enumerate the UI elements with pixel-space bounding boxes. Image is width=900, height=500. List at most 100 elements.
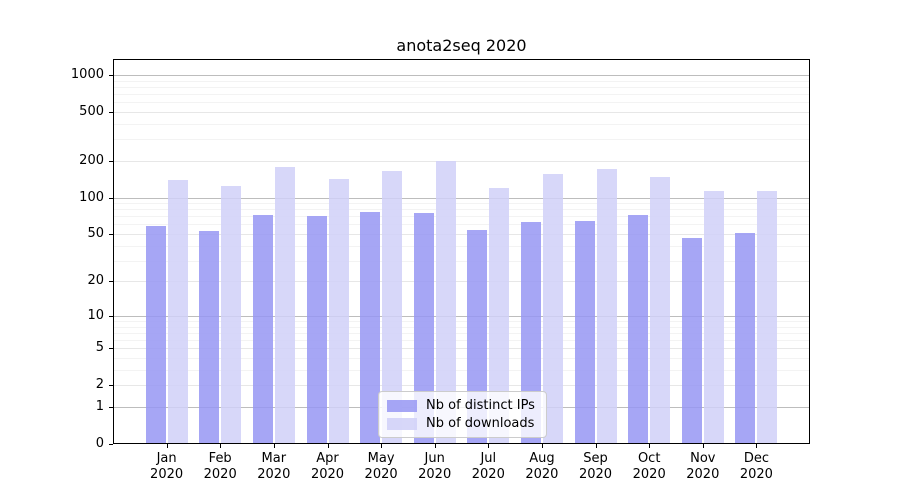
bar-aug-distinct-ips <box>520 221 541 444</box>
bar-nov-distinct-ips <box>681 238 702 444</box>
y-tick-label: 2 <box>95 377 104 393</box>
y-tick-mark <box>109 197 113 199</box>
bar-jul-distinct-ips <box>467 230 488 444</box>
bar-may-distinct-ips <box>360 212 381 444</box>
bar-jan-distinct-ips <box>145 226 166 444</box>
y-tick-mark <box>109 234 113 235</box>
bar-dec-downloads <box>757 191 778 444</box>
bar-jan-downloads <box>167 179 188 444</box>
y-tick-label: 50 <box>87 226 104 241</box>
x-tick-year: 2020 <box>418 467 452 482</box>
bar-sep-distinct-ips <box>574 221 595 444</box>
bar-oct-downloads <box>650 177 671 444</box>
x-tick-mark <box>327 444 329 448</box>
x-tick-year: 2020 <box>578 467 613 482</box>
gridline <box>114 86 810 88</box>
y-tick-mark <box>109 75 113 76</box>
x-tick-label: Jul 2020 <box>456 451 520 483</box>
y-tick-mark <box>109 407 113 408</box>
legend: Nb of distinct IPs Nb of downloads <box>378 391 547 438</box>
gridline <box>114 139 810 141</box>
gridline <box>114 260 810 262</box>
x-tick-month: Apr <box>316 451 339 466</box>
x-tick-mark <box>381 444 383 448</box>
y-tick-mark <box>109 111 113 113</box>
gridline <box>114 224 810 226</box>
legend-label-downloads: Nb of downloads <box>426 416 535 431</box>
bar-jul-downloads <box>489 187 510 444</box>
x-tick-month: Jun <box>424 451 445 466</box>
bar-oct-distinct-ips <box>628 214 649 444</box>
bar-feb-distinct-ips <box>199 230 220 444</box>
x-tick-mark <box>220 444 222 448</box>
gridline <box>114 94 810 95</box>
x-tick-mark <box>488 444 490 448</box>
x-tick-label: Dec 2020 <box>724 451 788 483</box>
bar-sep-downloads <box>596 169 617 444</box>
x-tick-label: Aug 2020 <box>510 451 574 483</box>
y-tick-label: 20 <box>87 273 104 289</box>
x-tick-mark <box>595 444 597 448</box>
gridline <box>114 80 810 82</box>
x-tick-mark <box>541 444 543 448</box>
x-tick-month: Feb <box>208 451 232 466</box>
x-tick-mark <box>166 444 168 448</box>
gridline <box>114 281 810 283</box>
y-tick-label: 200 <box>79 152 104 168</box>
x-tick-label: Jan 2020 <box>135 451 199 483</box>
x-tick-month: Jan <box>156 451 177 466</box>
x-tick-year: 2020 <box>739 467 773 482</box>
x-tick-mark <box>649 444 651 448</box>
gridline <box>114 340 810 342</box>
x-tick-mark <box>434 444 436 448</box>
gridline <box>114 315 810 317</box>
gridline <box>114 197 810 199</box>
y-tick-mark <box>109 160 113 162</box>
y-tick-label: 10 <box>87 307 104 323</box>
x-tick-year: 2020 <box>632 467 666 482</box>
gridline <box>114 326 810 328</box>
gridline <box>114 321 810 322</box>
gridline <box>114 75 810 76</box>
x-tick-month: May <box>367 451 395 466</box>
x-tick-month: Aug <box>529 451 555 466</box>
y-tick-label: 0 <box>95 436 104 451</box>
x-tick-label: Oct 2020 <box>617 451 681 483</box>
x-tick-year: 2020 <box>257 467 291 482</box>
x-tick-label: Nov 2020 <box>671 451 735 483</box>
x-tick-year: 2020 <box>525 467 559 482</box>
x-tick-month: Sep <box>583 451 608 466</box>
bar-may-downloads <box>382 170 403 444</box>
x-tick-year: 2020 <box>150 467 184 482</box>
gridline <box>114 160 810 162</box>
x-tick-label: Mar 2020 <box>242 451 306 483</box>
x-tick-label: Jun 2020 <box>403 451 467 483</box>
gridline <box>114 111 810 113</box>
legend-swatch-downloads <box>387 417 417 430</box>
bar-nov-downloads <box>703 190 724 444</box>
x-tick-label: May 2020 <box>349 451 413 483</box>
bar-aug-downloads <box>542 173 563 444</box>
chart-title: anota2seq 2020 <box>396 36 527 55</box>
x-tick-month: Dec <box>743 451 769 466</box>
y-tick-mark <box>109 348 113 350</box>
x-tick-mark <box>756 444 758 448</box>
x-tick-year: 2020 <box>310 467 345 482</box>
bar-mar-downloads <box>274 166 295 444</box>
x-tick-mark <box>273 444 275 448</box>
gridline <box>114 332 810 334</box>
x-tick-month: Nov <box>690 451 716 466</box>
y-tick-label: 5 <box>95 340 104 356</box>
gridline <box>114 385 810 387</box>
x-tick-label: Apr 2020 <box>296 451 360 483</box>
bar-jun-downloads <box>435 160 456 444</box>
gridline <box>114 123 810 125</box>
bar-mar-distinct-ips <box>252 214 273 444</box>
y-tick-label: 500 <box>79 103 104 119</box>
gridline <box>114 102 810 104</box>
x-tick-year: 2020 <box>364 467 398 482</box>
y-tick-mark <box>109 281 113 283</box>
bar-jun-distinct-ips <box>413 212 434 444</box>
